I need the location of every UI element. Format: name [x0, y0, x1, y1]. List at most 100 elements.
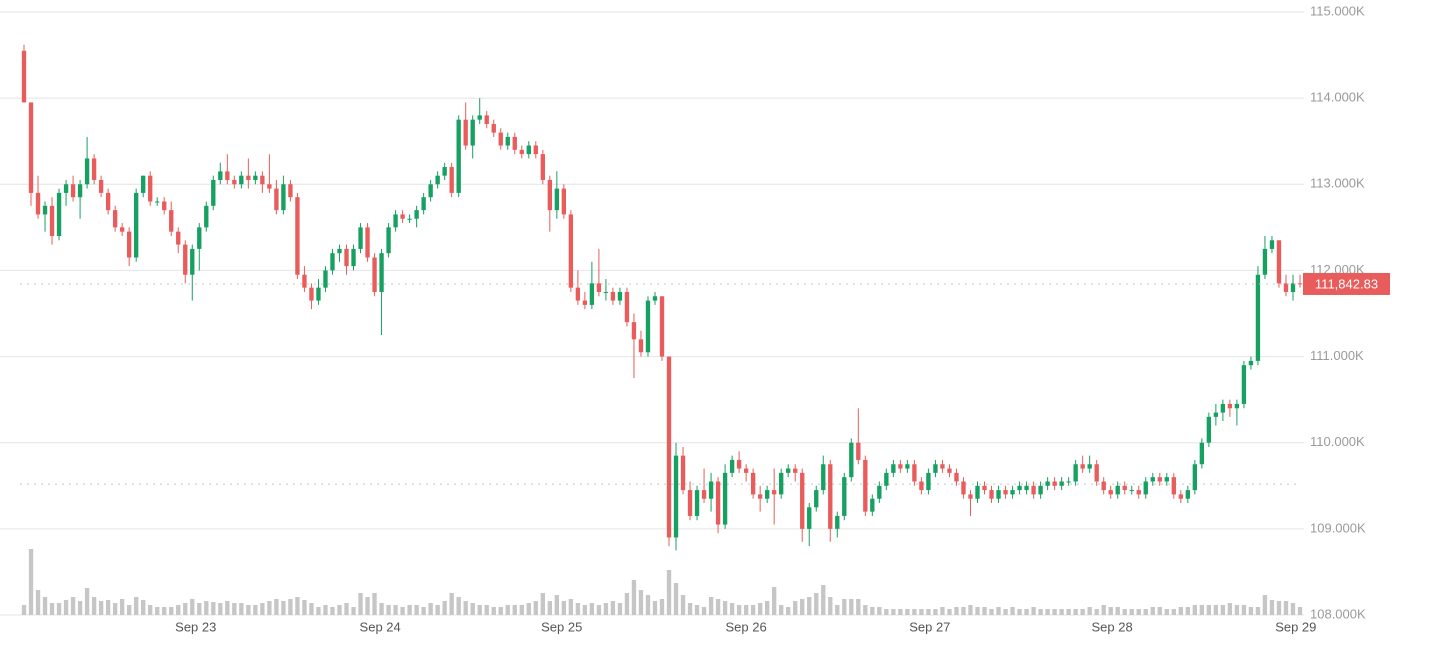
volume-bar: [63, 600, 69, 615]
volume-bar: [141, 600, 146, 615]
candle-body: [603, 291, 609, 293]
volume-bar: [849, 599, 854, 615]
volume-bar: [288, 599, 293, 615]
candle-body: [141, 175, 146, 193]
candle-body: [533, 145, 538, 155]
volume-bar: [1150, 607, 1155, 615]
volume-bar: [729, 603, 735, 615]
volume-bar: [190, 599, 195, 615]
volume-bar: [1164, 609, 1169, 615]
candle-body: [1157, 477, 1162, 482]
volume-bar: [828, 597, 833, 615]
volume-bar: [126, 605, 132, 615]
candle-body: [169, 210, 174, 232]
candle-body: [891, 464, 896, 473]
volume-bar: [561, 601, 567, 615]
candle-body: [239, 175, 244, 185]
candle-body: [442, 167, 447, 176]
volume-bar: [77, 601, 83, 615]
volume-bar: [105, 600, 111, 615]
candle-body: [302, 274, 307, 288]
candle-body: [1227, 403, 1233, 409]
x-tick-label: Sep 29: [1275, 619, 1316, 634]
volume-bar: [1122, 609, 1127, 615]
candle-body: [1052, 481, 1057, 486]
candle-body: [680, 455, 686, 491]
candle-body: [793, 468, 798, 473]
volume-bar: [779, 605, 784, 615]
candle-body: [148, 175, 153, 202]
candle-body: [940, 464, 945, 469]
candle-body: [21, 50, 27, 103]
volume-bar: [344, 603, 349, 615]
volume-bar: [183, 603, 188, 615]
volume-bar: [1017, 609, 1022, 615]
candle-body: [1024, 485, 1029, 491]
volume-bar: [1227, 603, 1233, 615]
volume-bar: [1248, 607, 1254, 615]
volume-bar: [863, 605, 868, 615]
volume-bar: [372, 593, 377, 615]
candle-body: [421, 197, 426, 211]
candle-body: [1150, 477, 1155, 482]
volume-bar: [533, 601, 538, 615]
candle-body: [330, 253, 335, 271]
candle-body: [912, 464, 917, 482]
volume-bar: [442, 601, 447, 615]
candle-body: [687, 490, 693, 516]
volume-bar: [526, 603, 531, 615]
candle-body: [372, 257, 377, 292]
candle-body: [905, 464, 910, 469]
volume-bar: [463, 601, 468, 615]
candle-body: [183, 244, 188, 275]
volume-bar: [169, 607, 174, 615]
volume-bar: [91, 597, 97, 615]
volume-bar: [295, 597, 300, 615]
candle-body: [393, 214, 398, 228]
volume-bar: [673, 583, 679, 615]
x-tick-label: Sep 24: [360, 619, 401, 634]
candle-body: [842, 477, 847, 516]
candle-body: [379, 253, 384, 292]
volume-bar: [1192, 605, 1198, 615]
volume-bar: [1143, 609, 1148, 615]
candle-body: [42, 205, 48, 215]
candle-body: [470, 119, 475, 146]
candle-body: [1213, 412, 1219, 417]
volume-bar: [330, 607, 335, 615]
volume-bar: [519, 605, 524, 615]
candle-body: [295, 197, 300, 275]
volume-bar: [512, 605, 517, 615]
volume-bar: [814, 593, 819, 615]
volume-bar: [1276, 601, 1282, 615]
volume-bar: [694, 605, 700, 615]
y-tick-label: 113.000K: [1310, 176, 1365, 191]
volume-bar: [800, 599, 805, 615]
volume-bar: [225, 601, 230, 615]
candle-body: [1248, 360, 1254, 366]
candle-body: [1080, 464, 1085, 469]
volume-bar: [1283, 601, 1289, 615]
candle-body: [428, 184, 433, 198]
candle-body: [232, 179, 237, 185]
volume-bar: [1178, 607, 1183, 615]
volume-bar: [1045, 609, 1050, 615]
volume-bar: [42, 597, 48, 615]
x-tick-label: Sep 28: [1092, 619, 1133, 634]
volume-bar: [947, 609, 952, 615]
candle-body: [1199, 442, 1205, 465]
volume-bar: [582, 605, 588, 615]
candle-body: [176, 231, 181, 245]
volume-bar: [119, 599, 125, 615]
candle-body: [190, 248, 195, 275]
volume-bar: [49, 603, 55, 615]
current-price-box: [1303, 272, 1390, 295]
candle-body: [722, 472, 728, 525]
volume-bar: [842, 599, 847, 615]
volume-bar: [961, 607, 966, 615]
candle-body: [204, 205, 209, 228]
volume-bar: [316, 607, 321, 615]
candle-body: [56, 192, 62, 236]
candle-body: [1115, 485, 1120, 495]
